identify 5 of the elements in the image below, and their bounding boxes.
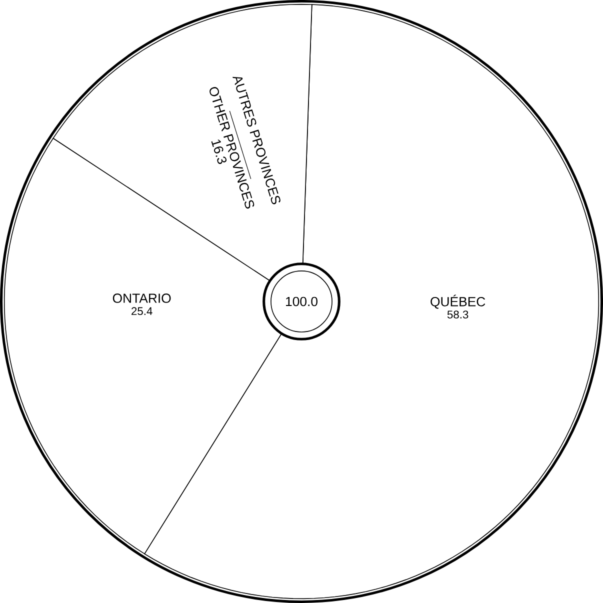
data-label: 58.3 <box>447 310 468 318</box>
text: 100.0 <box>286 296 318 306</box>
slice-label: ONTARIO <box>112 294 171 303</box>
data-label: 25.4 <box>132 307 152 316</box>
slice-label: QUÉBEC <box>430 294 486 309</box>
